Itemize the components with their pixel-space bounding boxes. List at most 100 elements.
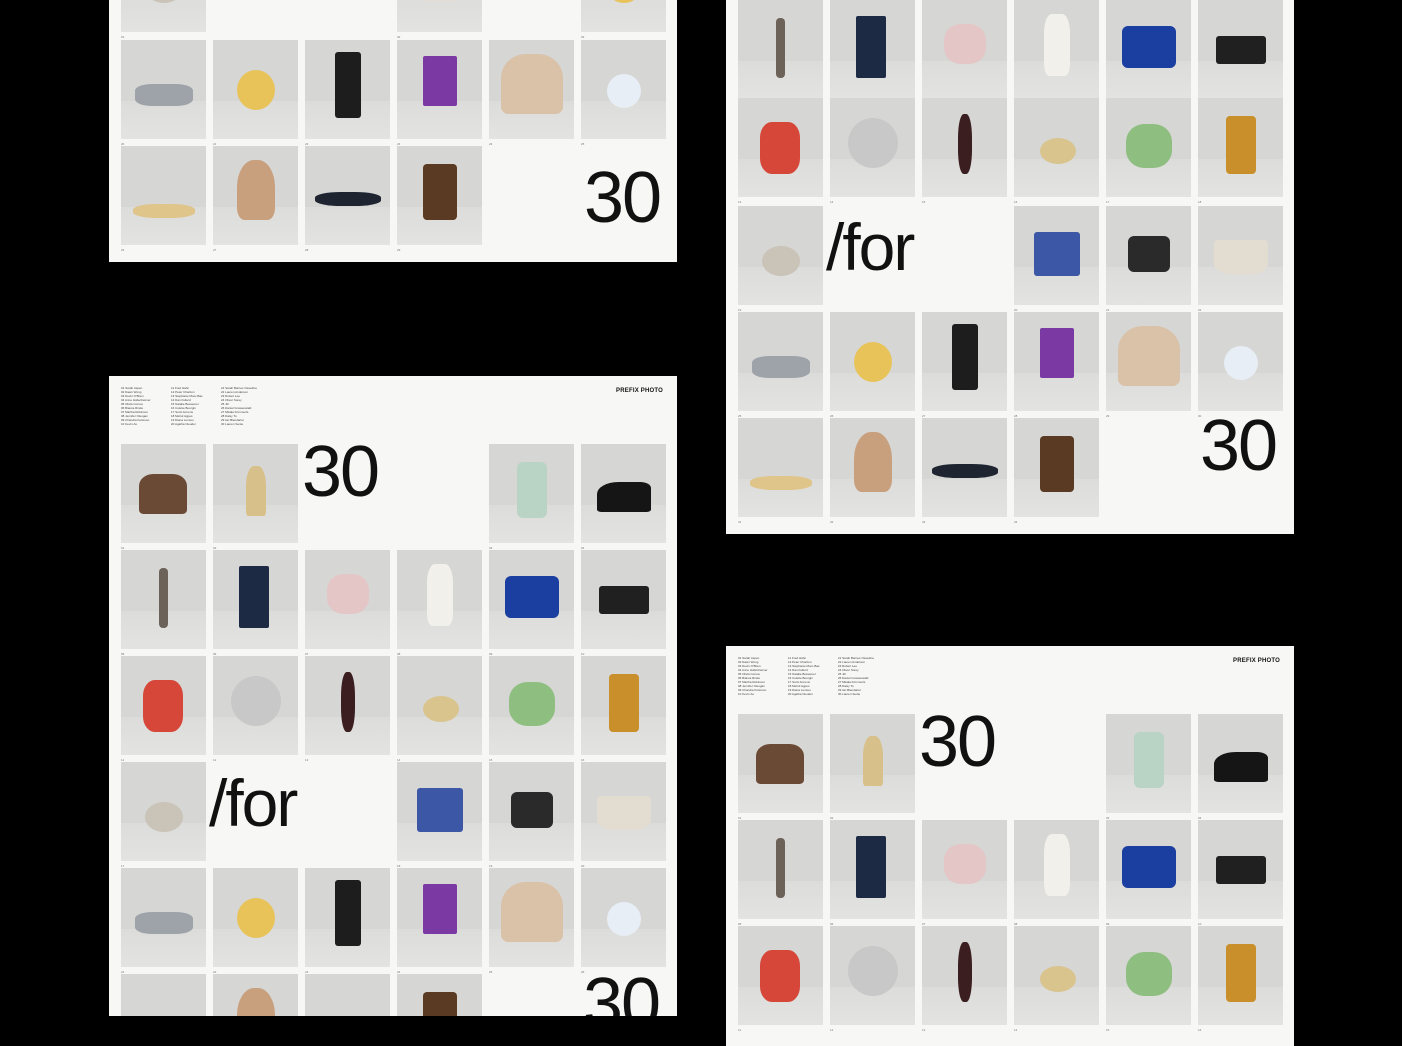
elephant-object (501, 882, 563, 942)
photo-tile: 34 (1014, 418, 1099, 524)
tile-number: 14 (1014, 1028, 1018, 1032)
photo-tile: 20 (121, 40, 206, 146)
photo-tile: 22 (305, 40, 390, 146)
tile-number: 19 (489, 864, 493, 868)
photo-tile: 22 (1198, 206, 1283, 312)
tile-number: 21 (1106, 308, 1110, 312)
photo-tile: 11 (1106, 0, 1191, 106)
credit-line: 27 Mikala Krimmerts (838, 680, 866, 684)
credit-line: 28 Daisy To (221, 414, 237, 418)
accordion-object (1122, 26, 1176, 68)
credit-line: 02 Dawn Wong (121, 390, 142, 394)
photo-tile: 21 (121, 868, 206, 974)
pulley-object (231, 676, 281, 726)
credit-line: 07 Martha Robinson (738, 680, 766, 684)
shoes-object (597, 482, 651, 512)
tile-number: 20 (581, 864, 585, 868)
tile-number: 34 (1014, 520, 1018, 524)
tile-number: 25 (738, 414, 742, 418)
photo-tile: 29 (397, 146, 482, 252)
tile-number: 11 (121, 758, 125, 762)
photo-tile: 08 (1014, 820, 1099, 926)
tile-number: 09 (1106, 922, 1110, 926)
tile-number: 14 (397, 758, 401, 762)
photo-tile: 14 (830, 98, 915, 204)
credit-line: 04 Anne Hollenheimer (121, 398, 151, 402)
photo-tile: 22 (213, 868, 298, 974)
tile-number: 31 (738, 520, 742, 524)
purple-book-object (423, 884, 457, 934)
photo-tile: 13 (922, 926, 1007, 1032)
brand-logo: PREFIX PHOTO (616, 388, 663, 394)
horse-object (756, 744, 804, 784)
rock-object (145, 0, 183, 3)
tile-number: 09 (489, 652, 493, 656)
photo-tile: 29 (305, 974, 390, 1016)
basket-object (413, 0, 467, 1)
photo-tile: 07 (738, 0, 823, 106)
photo-tile: 02 (830, 714, 915, 820)
tile-number: 13 (922, 1028, 926, 1032)
credit-line: 09 Chandra Kulsroon (738, 688, 767, 692)
tile-number: 19 (738, 308, 742, 312)
photo-tile: 20 (581, 762, 666, 868)
photo-tile: 01 (738, 714, 823, 820)
badge-object (607, 74, 641, 108)
headline-number: 30 (302, 432, 380, 512)
tile-number: 30 (1198, 414, 1202, 418)
tile-number: 15 (922, 200, 926, 204)
tile-number: 02 (830, 816, 834, 820)
ship-object (1040, 436, 1074, 492)
photo-tile: 24 (397, 868, 482, 974)
binoculars-object (135, 912, 193, 934)
jar-object (517, 462, 547, 518)
photo-tile: 03 (1106, 714, 1191, 820)
credit-line: 11 Fred Hahn (171, 386, 190, 390)
photo-tile: 12 (1198, 0, 1283, 106)
photo-tile: 19 (489, 762, 574, 868)
photo-tile: 14 (397, 656, 482, 762)
vhs-object (335, 52, 361, 118)
photo-tile: 11 (738, 926, 823, 1032)
credit-line: 09 Chandra Kulsroon (121, 418, 150, 422)
tile-number: 27 (213, 248, 217, 252)
credit-line: 25 Jill (838, 672, 846, 676)
photo-tile: 07 (305, 550, 390, 656)
photo-tile: 17 (1106, 98, 1191, 204)
photo-tile: 25 (489, 868, 574, 974)
tile-number: 26 (830, 414, 834, 418)
candy-object (760, 950, 800, 1002)
tile-number: 24 (489, 142, 493, 146)
credits-column: 01 Sarah Aspen 02 Dawn Wong 03 Devin O'Bri… (738, 656, 798, 696)
credit-line: 22 Lauren Anderson (221, 390, 249, 394)
parrots-object (1126, 124, 1172, 168)
headline-word: /for (209, 766, 298, 840)
credit-line: 20 Agatha Cleuder (788, 692, 813, 696)
photo-tile: 04 (1198, 714, 1283, 820)
photo-tile: 26 (121, 146, 206, 252)
credits-column: 11 Fred Hahn 12 Peter Chariton 13 Stephani… (171, 386, 231, 426)
tile-number: 25 (489, 970, 493, 974)
tile-number: 18 (1198, 200, 1202, 204)
credit-line: 28 Daisy To (838, 684, 854, 688)
credit-line: 29 Ian Blendarter (838, 688, 862, 692)
photo-tile: 23 (397, 40, 482, 146)
tile-number: 22 (1198, 308, 1202, 312)
book-object (856, 836, 886, 898)
tile-number: 26 (581, 970, 585, 974)
tile-number: 27 (922, 414, 926, 418)
photo-tile: 25 (581, 40, 666, 146)
credit-line: 18 Mehul Agpes (171, 414, 193, 418)
binoculars-object (752, 356, 810, 378)
photo-tile: 08 (830, 0, 915, 106)
tile-number: 12 (830, 1028, 834, 1032)
tile-number: 23 (305, 970, 309, 974)
brooch-object (327, 574, 369, 614)
photo-tile: 06 (213, 550, 298, 656)
credit-line: 07 Martha Robinson (121, 410, 149, 414)
tile-number: 28 (305, 248, 309, 252)
photo-tile: 05 (121, 550, 206, 656)
idol-object (854, 432, 892, 492)
photo-tile: 31 (738, 418, 823, 524)
credit-line: 08 Jennifer Olesgan (738, 684, 765, 688)
